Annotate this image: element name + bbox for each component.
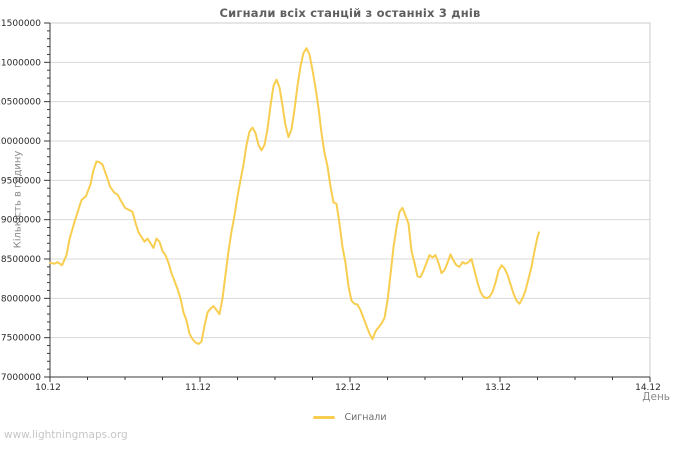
x-tick-label: 14.12 <box>635 383 661 393</box>
watermark: www.lightningmaps.org <box>4 429 128 441</box>
plot-frame <box>49 22 651 378</box>
y-tick-label: 9500000 <box>1 176 41 186</box>
tick-marks <box>44 22 651 382</box>
y-tick-label: 8000000 <box>1 294 41 304</box>
axes <box>49 23 650 378</box>
y-tick-label: 10500000 <box>0 98 41 108</box>
legend: Сигнали <box>0 412 700 423</box>
x-tick-label: 11.12 <box>185 383 211 393</box>
x-tick-label: 13.12 <box>485 383 511 393</box>
y-tick-label: 8500000 <box>1 255 41 265</box>
y-tick-label: 9000000 <box>1 216 41 226</box>
y-tick-label: 7000000 <box>1 373 41 383</box>
x-axis-label: День <box>642 391 670 403</box>
y-tick-label: 11500000 <box>0 19 41 29</box>
x-tick-label: 12.12 <box>335 383 361 393</box>
y-tick-label: 7500000 <box>1 334 41 344</box>
y-tick-label: 11000000 <box>0 58 41 68</box>
legend-line-swatch <box>313 416 336 419</box>
chart-title: Сигнали всіх станцій з останніх 3 днів <box>219 6 481 20</box>
x-tick-label: 10.12 <box>35 383 61 393</box>
legend-label: Сигнали <box>344 412 387 423</box>
series-line-Сигнали <box>49 47 540 345</box>
